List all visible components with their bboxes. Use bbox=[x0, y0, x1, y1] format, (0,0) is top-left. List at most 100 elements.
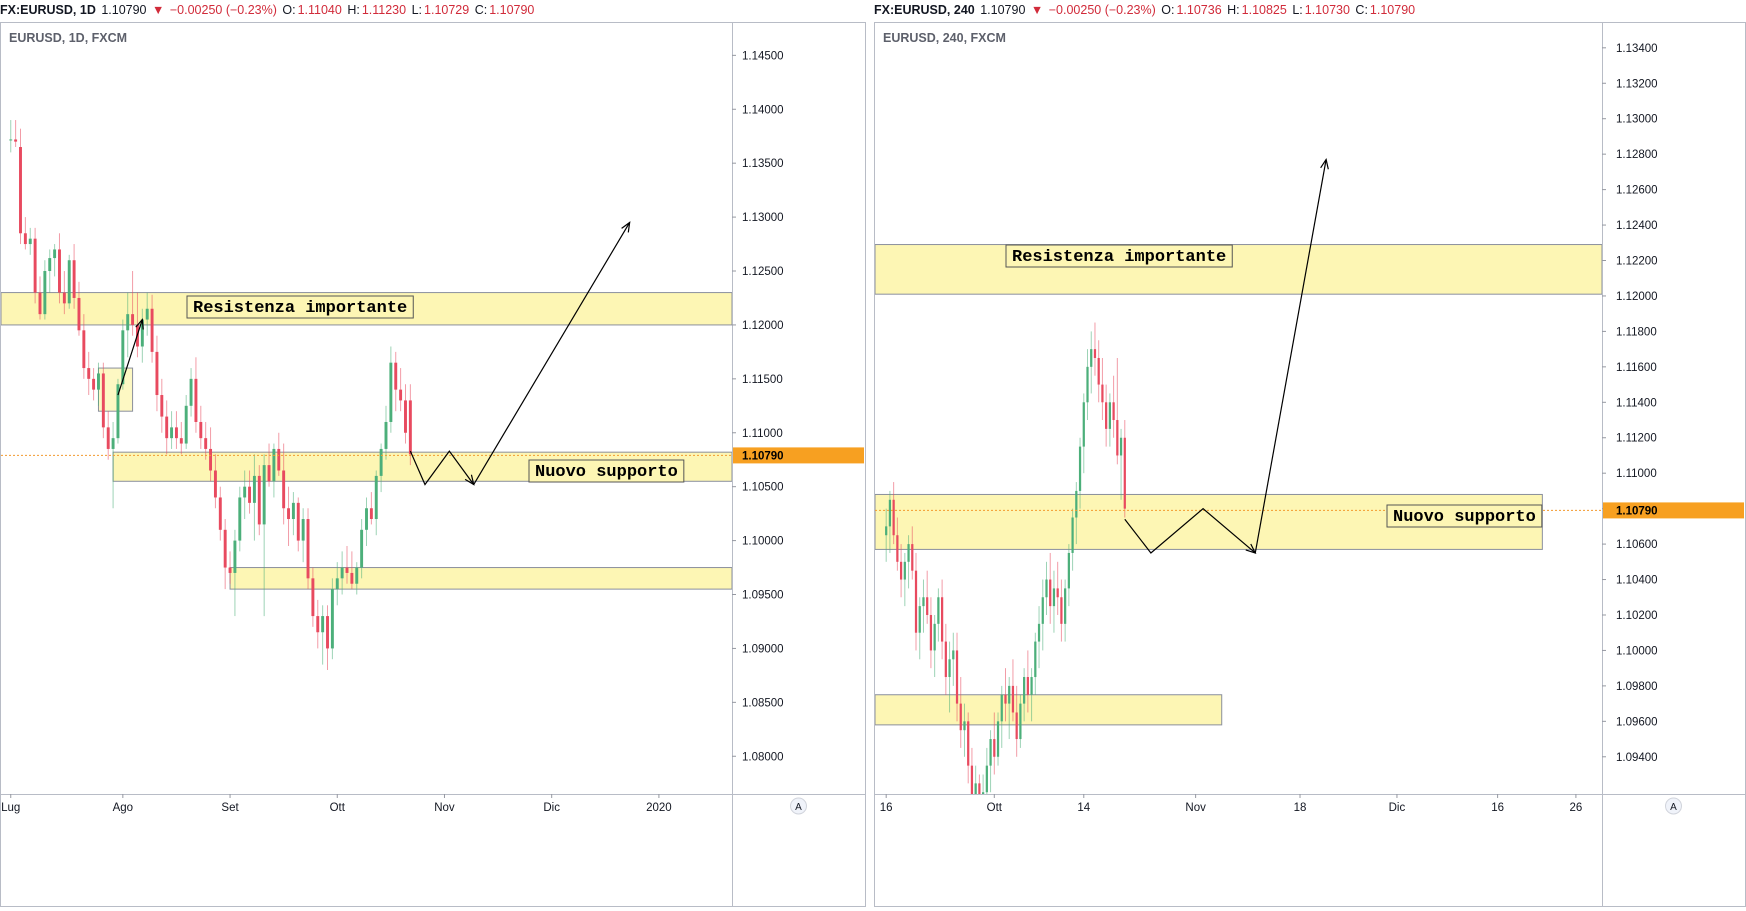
y-tick-label: 1.10000 bbox=[742, 536, 784, 548]
open-value: 1.10736 bbox=[1176, 3, 1222, 17]
candle-body bbox=[116, 384, 120, 439]
high-value: 1.10825 bbox=[1241, 3, 1287, 17]
candle-body bbox=[111, 438, 115, 449]
auto-scale-button[interactable] bbox=[790, 797, 807, 815]
y-tick-label: 1.11000 bbox=[1616, 468, 1657, 480]
candle-body bbox=[184, 405, 188, 444]
candle-body bbox=[145, 308, 149, 320]
y-tick-label: 1.08000 bbox=[742, 751, 784, 763]
candle bbox=[77, 281, 81, 336]
candle bbox=[252, 454, 256, 541]
candle bbox=[58, 233, 61, 304]
zone-label-text: Resistenza importante bbox=[193, 299, 407, 318]
candle bbox=[311, 567, 315, 627]
candle-body bbox=[892, 499, 895, 536]
symbol-label[interactable]: FX:EURUSD, 1D bbox=[0, 3, 96, 17]
candle-body bbox=[14, 139, 18, 142]
candle bbox=[1090, 331, 1093, 394]
symbol-label[interactable]: FX:EURUSD, 240 bbox=[874, 3, 975, 17]
candle-body bbox=[1045, 579, 1048, 598]
candle-body bbox=[379, 448, 383, 476]
candle-body bbox=[72, 260, 76, 298]
y-tick-label: 1.14000 bbox=[742, 104, 784, 116]
x-tick-label: Nov bbox=[434, 802, 455, 814]
arrow-head-icon bbox=[1320, 157, 1329, 170]
candle-body bbox=[248, 486, 252, 503]
candle-body bbox=[301, 519, 305, 541]
candle-body bbox=[287, 508, 290, 520]
candle-body bbox=[160, 395, 164, 417]
candle bbox=[155, 335, 159, 412]
candle bbox=[1108, 393, 1111, 447]
candle-body bbox=[922, 597, 925, 607]
candle bbox=[355, 562, 359, 595]
candle-body bbox=[1034, 641, 1037, 678]
candle-body bbox=[170, 427, 174, 439]
y-tick-label: 1.11400 bbox=[1616, 397, 1657, 409]
plot-area bbox=[1, 120, 732, 670]
zone-label-box bbox=[528, 459, 685, 483]
chart-area[interactable]: Resistenza importante Nuovo supporto EURUS… bbox=[874, 22, 1746, 907]
candle bbox=[287, 486, 290, 546]
candle bbox=[233, 529, 237, 617]
candle-body bbox=[896, 535, 899, 562]
y-tick-label: 1.10200 bbox=[1616, 610, 1658, 622]
candle bbox=[360, 519, 364, 579]
candle-body bbox=[978, 783, 981, 794]
candle-body bbox=[1037, 623, 1041, 642]
candlestick-chart-daily[interactable]: Resistenza importante Nuovo supporto EURUS… bbox=[1, 23, 865, 906]
candle-body bbox=[1108, 402, 1111, 429]
candle bbox=[209, 427, 213, 482]
candle-body bbox=[218, 497, 222, 530]
last-price: 1.10790 bbox=[980, 3, 1026, 17]
candle-body bbox=[384, 421, 388, 449]
chart-area[interactable]: Resistenza importante Nuovo supporto EURUS… bbox=[0, 22, 866, 907]
ohlc-header: FX:EURUSD, 240 1.10790 ▼ −0.00250 (−0.23… bbox=[874, 0, 1746, 22]
candle-body bbox=[1082, 402, 1085, 447]
y-tick-label: 1.11800 bbox=[1616, 326, 1657, 338]
candle bbox=[33, 227, 37, 304]
candle bbox=[1041, 579, 1044, 651]
candle-body bbox=[121, 330, 125, 385]
zone-label-text: Nuovo supporto bbox=[1393, 508, 1536, 527]
price-tag-label: 1.10790 bbox=[742, 450, 784, 462]
candle-body bbox=[355, 567, 359, 584]
candle bbox=[384, 405, 388, 460]
candle-body bbox=[23, 233, 27, 245]
price-tag-bg bbox=[1603, 502, 1744, 519]
candle-body bbox=[1000, 694, 1003, 722]
candle-body bbox=[252, 475, 256, 503]
candle bbox=[223, 519, 227, 590]
y-tick-label: 1.11000 bbox=[742, 428, 783, 440]
auto-scale-button[interactable] bbox=[1665, 797, 1682, 815]
candle-body bbox=[101, 373, 105, 428]
candle bbox=[907, 535, 910, 589]
candle bbox=[922, 579, 925, 633]
arrow-head-icon bbox=[135, 318, 144, 330]
candle-body bbox=[345, 567, 349, 573]
candle bbox=[121, 319, 125, 390]
candle-body bbox=[929, 614, 933, 651]
candle bbox=[1008, 677, 1011, 740]
candle bbox=[23, 217, 27, 250]
candle-body bbox=[1008, 685, 1011, 704]
zone-rect bbox=[875, 244, 1602, 295]
candle-body bbox=[888, 499, 892, 527]
y-tick-label: 1.09400 bbox=[1616, 752, 1658, 764]
candle-body bbox=[1030, 677, 1033, 695]
candle-body bbox=[967, 721, 970, 766]
candle bbox=[262, 454, 266, 617]
low-label: L: bbox=[1292, 3, 1303, 17]
candlestick-chart-4h[interactable]: Resistenza importante Nuovo supporto EURUS… bbox=[875, 23, 1745, 906]
candle bbox=[28, 227, 32, 255]
low-value: 1.10730 bbox=[1304, 3, 1350, 17]
y-tick-label: 1.12000 bbox=[1616, 291, 1658, 303]
candle bbox=[955, 632, 959, 722]
candle bbox=[38, 276, 42, 320]
candle bbox=[272, 443, 276, 498]
candle bbox=[1067, 544, 1070, 607]
candle bbox=[321, 605, 325, 665]
candle-body bbox=[1019, 703, 1022, 740]
zone-label-box bbox=[1005, 244, 1233, 268]
candle-body bbox=[1123, 437, 1126, 509]
